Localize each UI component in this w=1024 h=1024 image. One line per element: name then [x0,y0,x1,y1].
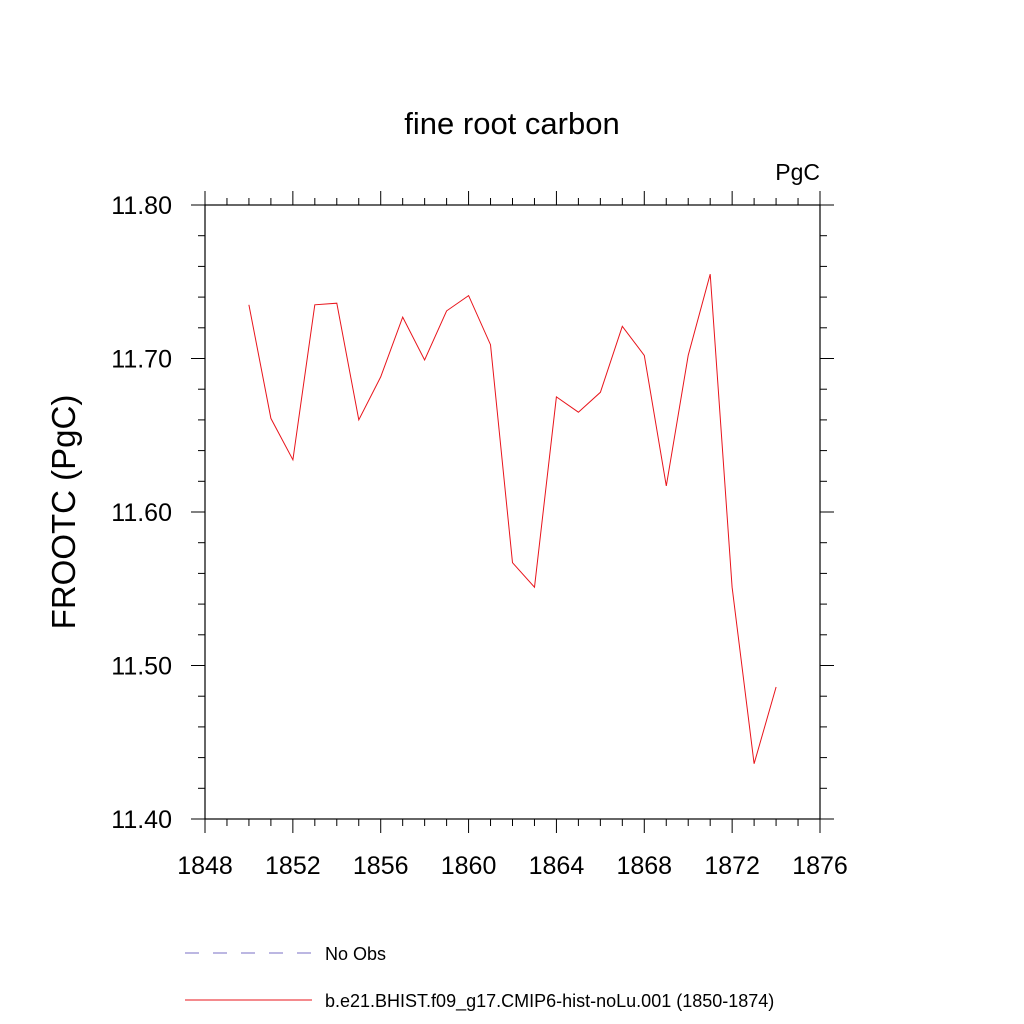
x-tick-label: 1852 [265,852,321,880]
x-tick-label: 1856 [353,852,409,880]
y-tick-label: 11.70 [111,346,172,374]
y-tick-label: 11.40 [111,806,172,834]
x-tick-label: 1868 [616,852,672,880]
axis-ticks [191,191,834,833]
y-tick-labels: 11.40 11.50 11.60 11.70 11.80 [111,192,172,834]
y-tick-label: 11.80 [111,192,172,220]
x-tick-label: 1864 [529,852,585,880]
y-tick-label: 11.60 [111,499,172,527]
x-tick-labels: 1848 1852 1856 1860 1864 1868 1872 1876 [177,852,848,880]
x-tick-label: 1876 [792,852,848,880]
legend-label-model-run: b.e21.BHIST.f09_g17.CMIP6-hist-noLu.001 … [325,991,774,1012]
series-layer [248,273,777,764]
x-tick-label: 1872 [704,852,760,880]
legend-label-no-obs: No Obs [325,944,386,964]
y-axis-label: FROOTC (PgC) [45,395,82,630]
legend: No Obs b.e21.BHIST.f09_g17.CMIP6-hist-no… [185,944,774,1012]
chart-title: fine root carbon [404,106,619,141]
plot-frame [204,204,821,820]
series-line [248,273,777,764]
y-tick-label: 11.50 [111,653,172,681]
x-tick-label: 1848 [177,852,233,880]
units-label: PgC [775,159,820,185]
x-tick-label: 1860 [441,852,497,880]
